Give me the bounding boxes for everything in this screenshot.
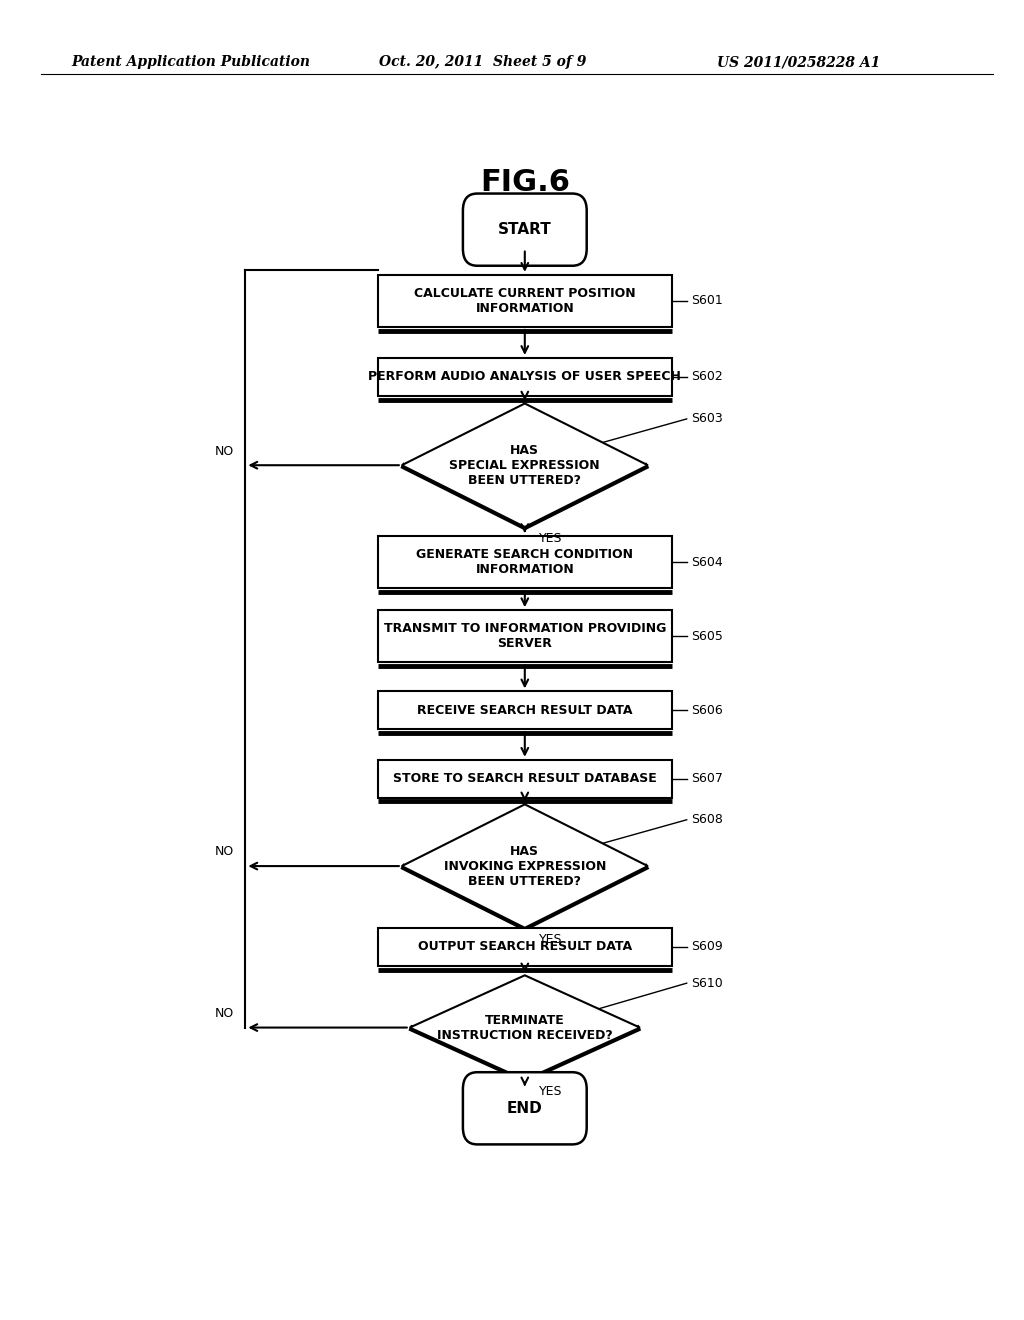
FancyBboxPatch shape (463, 1072, 587, 1144)
Text: Patent Application Publication: Patent Application Publication (72, 55, 310, 70)
Text: S603: S603 (690, 412, 722, 425)
Bar (378, 610, 672, 663)
Text: S606: S606 (690, 704, 722, 717)
Text: START: START (498, 222, 552, 238)
Text: S601: S601 (690, 294, 722, 308)
Text: YES: YES (539, 532, 562, 545)
Bar (378, 275, 672, 327)
Polygon shape (401, 804, 648, 928)
Text: PERFORM AUDIO ANALYSIS OF USER SPEECH: PERFORM AUDIO ANALYSIS OF USER SPEECH (369, 371, 681, 383)
Text: S605: S605 (690, 630, 723, 643)
Text: Oct. 20, 2011  Sheet 5 of 9: Oct. 20, 2011 Sheet 5 of 9 (379, 55, 587, 70)
Text: HAS
SPECIAL EXPRESSION
BEEN UTTERED?: HAS SPECIAL EXPRESSION BEEN UTTERED? (450, 444, 600, 487)
Text: YES: YES (539, 1085, 562, 1097)
Text: HAS
INVOKING EXPRESSION
BEEN UTTERED?: HAS INVOKING EXPRESSION BEEN UTTERED? (443, 845, 606, 887)
Text: CALCULATE CURRENT POSITION
INFORMATION: CALCULATE CURRENT POSITION INFORMATION (414, 286, 636, 315)
Text: NO: NO (214, 846, 233, 858)
Text: TRANSMIT TO INFORMATION PROVIDING
SERVER: TRANSMIT TO INFORMATION PROVIDING SERVER (384, 622, 666, 651)
Text: STORE TO SEARCH RESULT DATABASE: STORE TO SEARCH RESULT DATABASE (393, 772, 656, 785)
Text: END: END (507, 1101, 543, 1115)
Text: NO: NO (214, 445, 233, 458)
Text: US 2011/0258228 A1: US 2011/0258228 A1 (717, 55, 880, 70)
Text: GENERATE SEARCH CONDITION
INFORMATION: GENERATE SEARCH CONDITION INFORMATION (417, 548, 633, 576)
Bar (378, 358, 672, 396)
Bar (378, 760, 672, 797)
Text: S609: S609 (690, 940, 722, 953)
Text: S604: S604 (690, 556, 722, 569)
Text: S602: S602 (690, 371, 722, 383)
Bar (378, 692, 672, 729)
Text: FIG.6: FIG.6 (480, 168, 569, 197)
Text: OUTPUT SEARCH RESULT DATA: OUTPUT SEARCH RESULT DATA (418, 940, 632, 953)
FancyBboxPatch shape (463, 194, 587, 265)
Bar (378, 928, 672, 966)
Text: S607: S607 (690, 772, 723, 785)
Polygon shape (410, 975, 640, 1080)
Text: YES: YES (539, 932, 562, 945)
Bar (378, 536, 672, 589)
Text: TERMINATE
INSTRUCTION RECEIVED?: TERMINATE INSTRUCTION RECEIVED? (437, 1014, 612, 1041)
Text: S608: S608 (690, 813, 723, 826)
Polygon shape (401, 404, 648, 527)
Text: S610: S610 (690, 977, 722, 990)
Text: NO: NO (214, 1007, 233, 1020)
Text: RECEIVE SEARCH RESULT DATA: RECEIVE SEARCH RESULT DATA (417, 704, 633, 717)
